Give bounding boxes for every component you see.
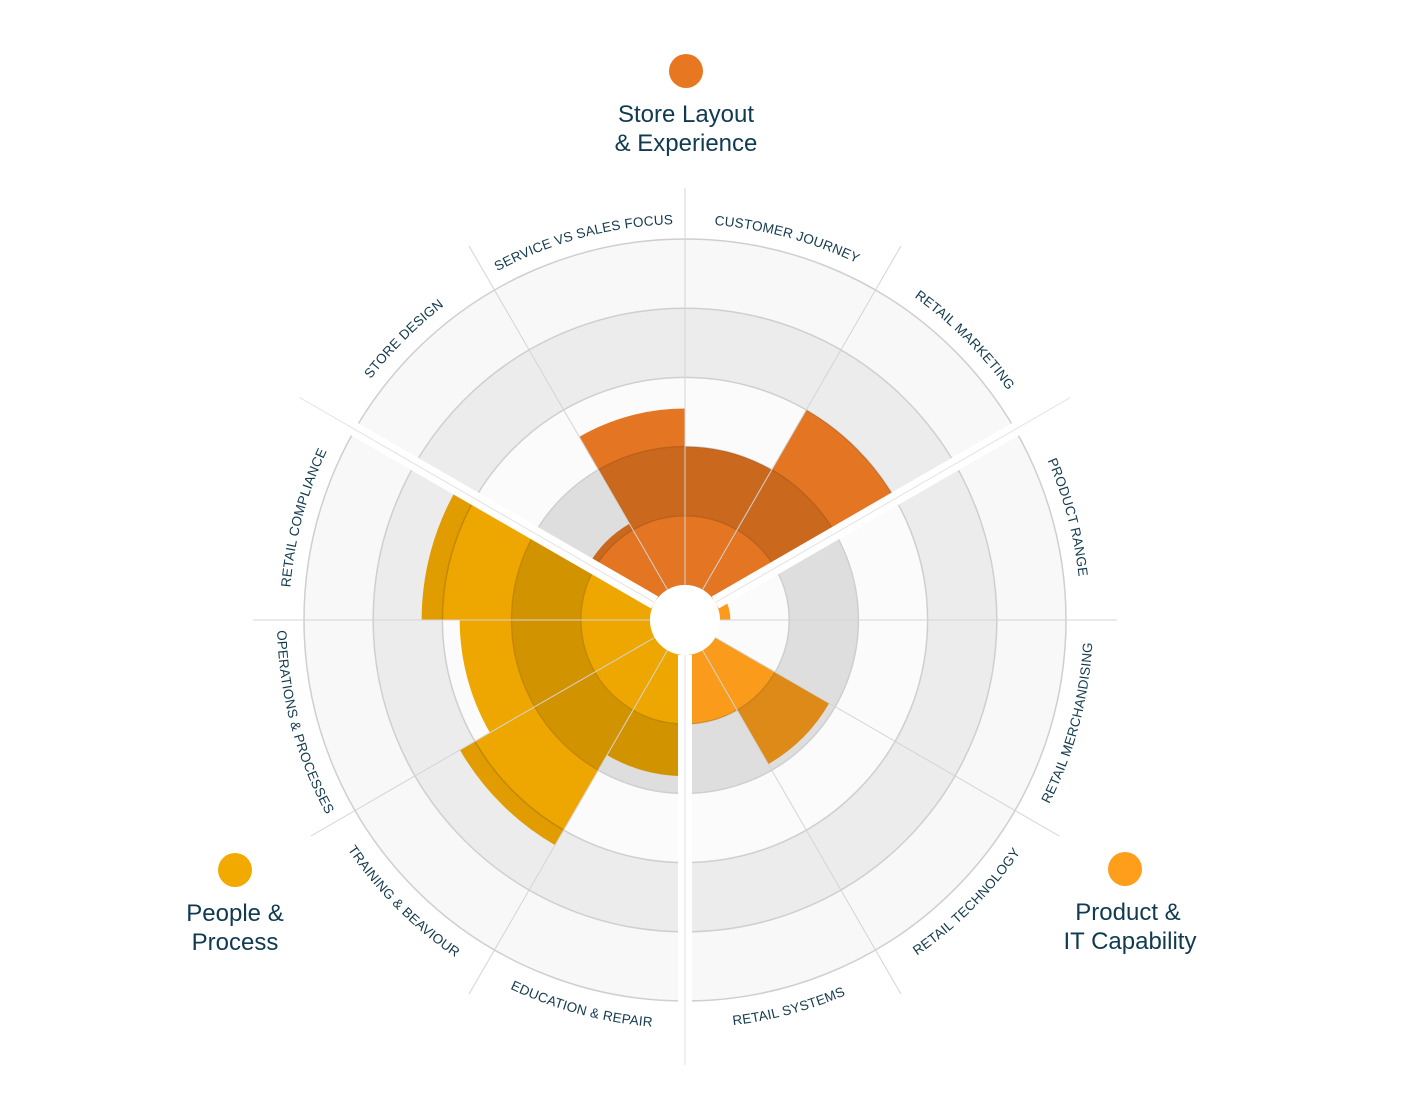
wedge-retail-marketing bbox=[702, 409, 896, 603]
group-title-line1: Store Layout bbox=[618, 101, 754, 128]
group-title-line1: Product & bbox=[1075, 899, 1180, 926]
spoke-line bbox=[715, 637, 1060, 837]
group-gap-line bbox=[715, 397, 1071, 603]
group-titles: Store Layout& Experience Product &IT Capa… bbox=[186, 54, 1196, 956]
wedge-customer-journey bbox=[685, 446, 772, 590]
wedge-retail-technology bbox=[702, 637, 830, 765]
group-title-line2: Process bbox=[192, 929, 279, 956]
wedge-service-vs-sales-focus bbox=[579, 408, 685, 590]
wedge-education-repair bbox=[606, 650, 685, 777]
wedge-store-design bbox=[588, 523, 668, 603]
wedge-retail-compliance bbox=[421, 488, 655, 620]
group-dot-icon bbox=[218, 853, 252, 887]
group-dot-icon bbox=[1108, 852, 1142, 886]
group-title-line1: People & bbox=[186, 900, 283, 927]
wedge-training-beaviour bbox=[459, 637, 668, 846]
center-hole bbox=[650, 585, 720, 655]
wedge-retail-systems bbox=[685, 650, 738, 725]
spoke-line bbox=[468, 650, 668, 995]
spoke-line bbox=[310, 637, 655, 837]
group-gap-line bbox=[299, 397, 655, 603]
group-dot-icon bbox=[669, 54, 703, 88]
wedge-operations-processes bbox=[459, 620, 655, 733]
data-wedges bbox=[421, 408, 896, 846]
spoke-line bbox=[702, 245, 902, 590]
group-separators bbox=[296, 391, 1074, 1065]
group-title-line2: IT Capability bbox=[1064, 928, 1197, 955]
spoke-line bbox=[702, 650, 902, 995]
spoke-line bbox=[468, 245, 668, 590]
group-title-line2: & Experience bbox=[615, 130, 758, 157]
